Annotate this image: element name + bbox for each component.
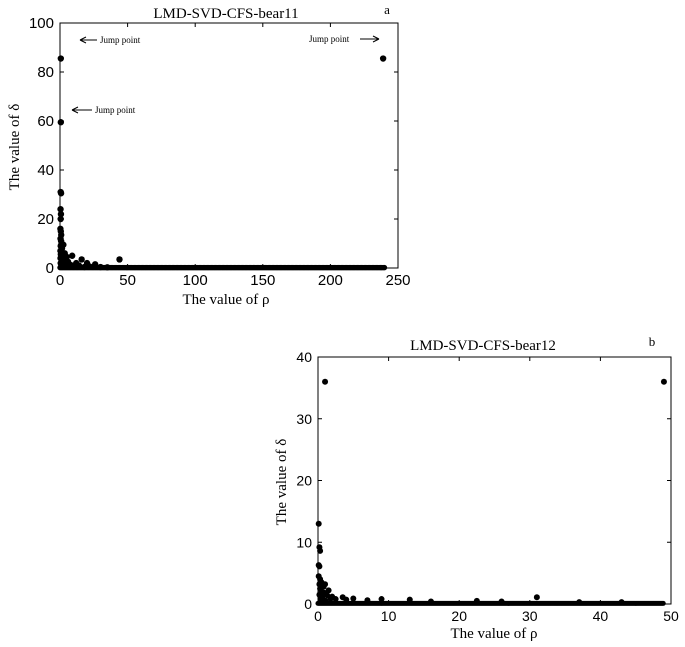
chart-b-point — [364, 597, 371, 604]
chart-b-xtick-label: 40 — [593, 608, 609, 624]
chart-a-point — [75, 262, 83, 269]
chart-a-point — [57, 215, 64, 223]
chart-a-xtick-label: 250 — [385, 272, 410, 289]
chart-b-point — [406, 596, 413, 603]
chart-a-point — [97, 263, 104, 271]
chart-a-annotation-1: Jump point — [100, 35, 141, 45]
chart-a-baseline-point — [381, 264, 388, 271]
chart-b-point — [350, 595, 357, 602]
chart-a-point — [57, 206, 64, 213]
chart-a-frame — [59, 22, 399, 269]
chart-a-point — [116, 256, 123, 263]
chart-a-point — [379, 55, 387, 62]
chart-a-ticks: 0 50 100 150 200 250 0 20 40 60 80 100 — [29, 15, 411, 289]
chart-a-ylabel: The value of δ — [7, 104, 23, 191]
chart-b-panel-letter: b — [649, 334, 656, 349]
chart-b-baseline-point — [660, 600, 666, 606]
chart-a-title: LMD-SVD-CFS-bear11 — [153, 6, 298, 22]
chart-b-xtick-label: 0 — [314, 608, 322, 624]
chart-a-panel-letter: a — [384, 2, 390, 17]
chart-b-ytick-label: 30 — [296, 411, 312, 427]
chart-b-xtick-label: 30 — [522, 608, 538, 624]
chart-a-annotation-arrowhead — [372, 35, 380, 43]
chart-b-points — [315, 378, 667, 606]
chart-a-ytick-label: 80 — [37, 64, 54, 81]
chart-a-point — [57, 210, 65, 218]
chart-b-xtick-label: 50 — [663, 608, 679, 624]
chart-b-axes — [317, 356, 672, 605]
chart-a-xtick-label: 200 — [318, 272, 343, 289]
chart-b-point — [332, 596, 339, 603]
chart-a-point — [104, 264, 111, 271]
chart-a-annotation-arrowhead — [71, 106, 79, 114]
chart-a-point — [81, 263, 88, 271]
chart-a-xtick-label: 100 — [183, 272, 208, 289]
chart-b-point — [576, 599, 583, 606]
chart-a-ytick-label: 60 — [37, 113, 54, 130]
chart-b-point — [322, 378, 329, 385]
chart-b-frame — [317, 356, 672, 605]
chart-a-ytick-label: 40 — [37, 162, 54, 179]
chart-a-xtick-label: 150 — [250, 272, 275, 289]
chart-a-ytick-label: 100 — [29, 15, 54, 32]
chart-b-point — [533, 594, 540, 601]
chart-b-title: LMD-SVD-CFS-bear12 — [410, 338, 556, 354]
chart-a-annotation-2: Jump point — [309, 34, 350, 44]
chart-a-annotations: Jump point Jump point Jump point — [71, 34, 380, 115]
chart-a-xtick-label: 50 — [119, 272, 136, 289]
chart-b-ylabel: The value of δ — [274, 439, 290, 526]
chart-b-point — [327, 595, 334, 602]
chart-b-xtick-label: 10 — [381, 608, 397, 624]
chart-b-xtick-label: 20 — [451, 608, 467, 624]
chart-b-point — [498, 598, 505, 605]
chart-a-point — [68, 252, 76, 259]
chart-b-point — [322, 597, 329, 604]
chart-a-annotation-3: Jump point — [95, 105, 136, 115]
chart-a-point — [57, 190, 65, 197]
chart-b-ytick-label: 20 — [296, 473, 312, 489]
chart-b-ytick-label: 0 — [304, 596, 312, 612]
chart-b-point — [315, 520, 322, 527]
chart-a-point — [57, 55, 65, 62]
chart-a-point — [57, 119, 65, 126]
chart-a-point — [70, 263, 77, 270]
chart-b-point — [316, 563, 323, 570]
chart-b-ytick-label: 10 — [296, 534, 312, 550]
chart-a-axes — [59, 22, 399, 269]
chart-b-point — [473, 597, 480, 604]
chart-a-point — [91, 261, 99, 268]
chart-b-point — [378, 596, 385, 603]
chart-b-point — [660, 378, 667, 385]
chart-panel-a: LMD-SVD-CFS-bear11 a The value of ρ The … — [7, 2, 411, 308]
chart-b-point — [427, 598, 434, 605]
chart-b-point — [317, 547, 324, 554]
chart-a-xtick-label: 0 — [56, 272, 64, 289]
chart-a-xlabel: The value of ρ — [182, 292, 269, 308]
chart-a-annotation-arrowhead — [79, 36, 87, 44]
chart-b-point — [618, 599, 625, 606]
chart-a-ytick-label: 0 — [46, 260, 54, 277]
chart-panel-b: LMD-SVD-CFS-bear12 b The value of ρ The … — [274, 334, 679, 642]
chart-a-points — [57, 55, 388, 271]
chart-b-ytick-label: 40 — [296, 349, 312, 365]
chart-b-ticks: 0 10 20 30 40 50 0 10 20 30 40 — [296, 349, 679, 624]
chart-a-ytick-label: 20 — [37, 211, 54, 228]
chart-a-point — [78, 256, 85, 263]
chart-a-point — [86, 263, 93, 270]
chart-b-point — [343, 596, 350, 603]
chart-b-xlabel: The value of ρ — [450, 626, 537, 642]
